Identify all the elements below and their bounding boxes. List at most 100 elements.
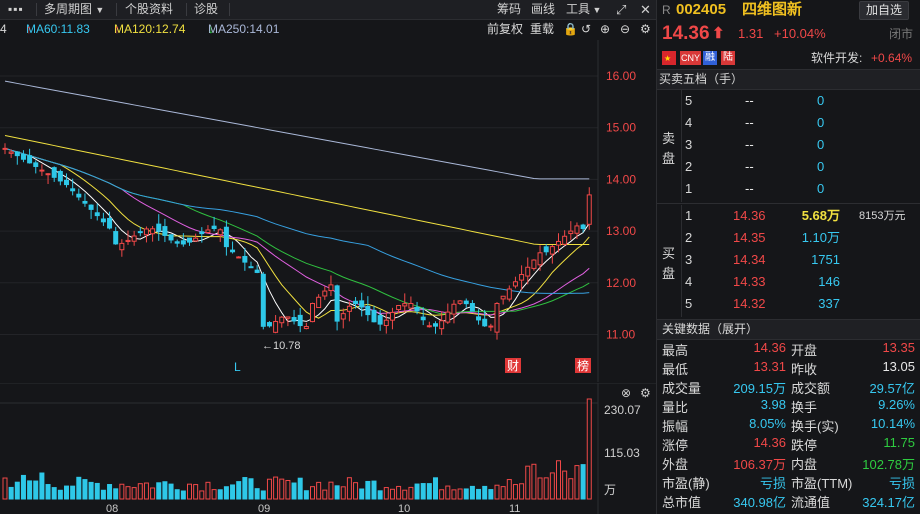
volume-bar <box>549 472 555 500</box>
sector-label[interactable]: 软件开发: <box>811 51 863 65</box>
volume-bar <box>199 490 205 500</box>
add-watchlist-button[interactable]: 加自选 <box>859 1 910 20</box>
candle <box>119 242 125 251</box>
volume-bar <box>100 489 106 500</box>
forward-adjust-button[interactable]: 前复权 <box>487 22 524 36</box>
volume-bar <box>107 484 113 500</box>
level-number: 2 <box>685 230 693 245</box>
volume-bar <box>119 483 125 500</box>
candle <box>334 285 340 322</box>
buy-label-2: 盘 <box>662 266 676 281</box>
buy-volume: 337 <box>818 296 840 311</box>
cai-badge[interactable]: 财 <box>507 359 519 373</box>
keydata-label: 振幅 <box>662 419 689 434</box>
settings-icon[interactable]: ⚙ <box>640 22 651 36</box>
volume-bar <box>162 481 168 500</box>
expand-icon[interactable]: ⤢ <box>616 2 627 17</box>
month-label-09: 09 <box>258 503 270 514</box>
buy-row[interactable]: 1 14.36 5.68万 8153万元 <box>657 205 920 227</box>
bang-badge[interactable]: 榜 <box>577 358 589 373</box>
undo-icon[interactable]: ↺ <box>581 22 592 36</box>
volume-bar <box>445 485 451 500</box>
diagnose-button[interactable]: 诊股 <box>194 2 219 16</box>
buy-price: 14.33 <box>733 274 766 289</box>
candle <box>113 231 119 245</box>
buy-price: 14.35 <box>733 230 766 245</box>
candle <box>556 240 561 246</box>
zoom-out-icon[interactable]: ⊖ <box>620 22 631 36</box>
candle <box>531 259 537 269</box>
candle <box>500 295 506 300</box>
candle <box>328 284 334 292</box>
menu-icon[interactable]: ▪▪▪ <box>8 2 24 16</box>
volume-bar <box>537 477 543 500</box>
candle <box>88 204 94 210</box>
volume-bar <box>383 487 389 500</box>
buy-row[interactable]: 5 14.32 337 <box>657 293 920 315</box>
volume-bar <box>150 487 156 500</box>
draw-line-button[interactable]: 画线 <box>531 2 556 16</box>
chips-button[interactable]: 筹码 <box>497 2 522 16</box>
volume-bar <box>414 483 420 500</box>
vol-settings-icon[interactable]: ⚙ <box>640 386 651 400</box>
candle <box>57 170 63 182</box>
candle <box>586 194 592 225</box>
multi-period-button[interactable]: 多周期图 ▼ <box>44 2 105 16</box>
sell-volume: 0 <box>817 115 825 130</box>
buy-volume: 1.10万 <box>801 230 840 245</box>
volume-bar <box>506 479 512 500</box>
sell-row[interactable]: 4 -- 0 <box>657 112 920 134</box>
candle <box>266 322 272 327</box>
volume-bar <box>70 485 76 500</box>
keydata-value: 亏损 <box>759 476 786 491</box>
candle <box>402 303 408 307</box>
volume-bar <box>494 484 500 500</box>
keydata-value: 8.05% <box>749 416 786 431</box>
candle <box>217 229 223 236</box>
tools-button[interactable]: 工具 ▼ <box>566 2 602 16</box>
tag-margin: 融 <box>703 51 717 65</box>
candle <box>512 281 518 287</box>
buy-price: 14.36 <box>733 208 766 223</box>
stock-info-button[interactable]: 个股资料 <box>125 2 174 16</box>
candle <box>476 316 482 321</box>
buy-row[interactable]: 2 14.35 1.10万 <box>657 227 920 249</box>
vol-close-icon[interactable]: ⊗ <box>621 386 631 400</box>
china-flag-icon: ★ <box>662 51 676 65</box>
keydata-label: 涨停 <box>662 438 689 453</box>
ma10-line <box>4 147 590 319</box>
lock-icon[interactable]: 🔒 <box>563 22 578 36</box>
candle <box>193 237 199 242</box>
sell-row[interactable]: 1 -- 0 <box>657 178 920 200</box>
volume-bar <box>39 472 45 500</box>
close-icon[interactable]: ✕ <box>640 2 651 17</box>
volume-chart[interactable]: ⊗ ⚙ 230.07 115.03 万 08 09 10 11 <box>0 383 656 514</box>
candle <box>537 252 543 266</box>
volume-bar <box>285 479 291 500</box>
candle <box>156 223 162 232</box>
buy-row[interactable]: 3 14.34 1751 <box>657 249 920 271</box>
candle <box>346 305 352 312</box>
candle <box>549 246 555 255</box>
month-label-11: 11 <box>509 503 520 514</box>
overlay-button[interactable]: 重载 <box>530 22 555 36</box>
buy-price: 14.34 <box>733 252 766 267</box>
sell-row[interactable]: 5 -- 0 <box>657 90 920 112</box>
buy-row[interactable]: 4 14.33 146 <box>657 271 920 293</box>
candle <box>143 228 149 236</box>
volume-bar <box>586 398 592 500</box>
sell-row[interactable]: 3 -- 0 <box>657 134 920 156</box>
price-tick-label: 16.00 <box>606 69 636 83</box>
candle <box>445 311 451 323</box>
sell-row[interactable]: 2 -- 0 <box>657 156 920 178</box>
keydata-header[interactable]: 关键数据（展开） <box>657 319 920 340</box>
price-change: 1.31 <box>738 26 764 41</box>
candle <box>383 319 389 327</box>
keydata-label: 昨收 <box>791 362 818 377</box>
candle <box>580 224 586 230</box>
candle <box>107 217 113 229</box>
keydata-label: 成交额 <box>791 381 831 396</box>
zoom-in-icon[interactable]: ⊕ <box>600 22 611 36</box>
candle <box>187 237 192 243</box>
